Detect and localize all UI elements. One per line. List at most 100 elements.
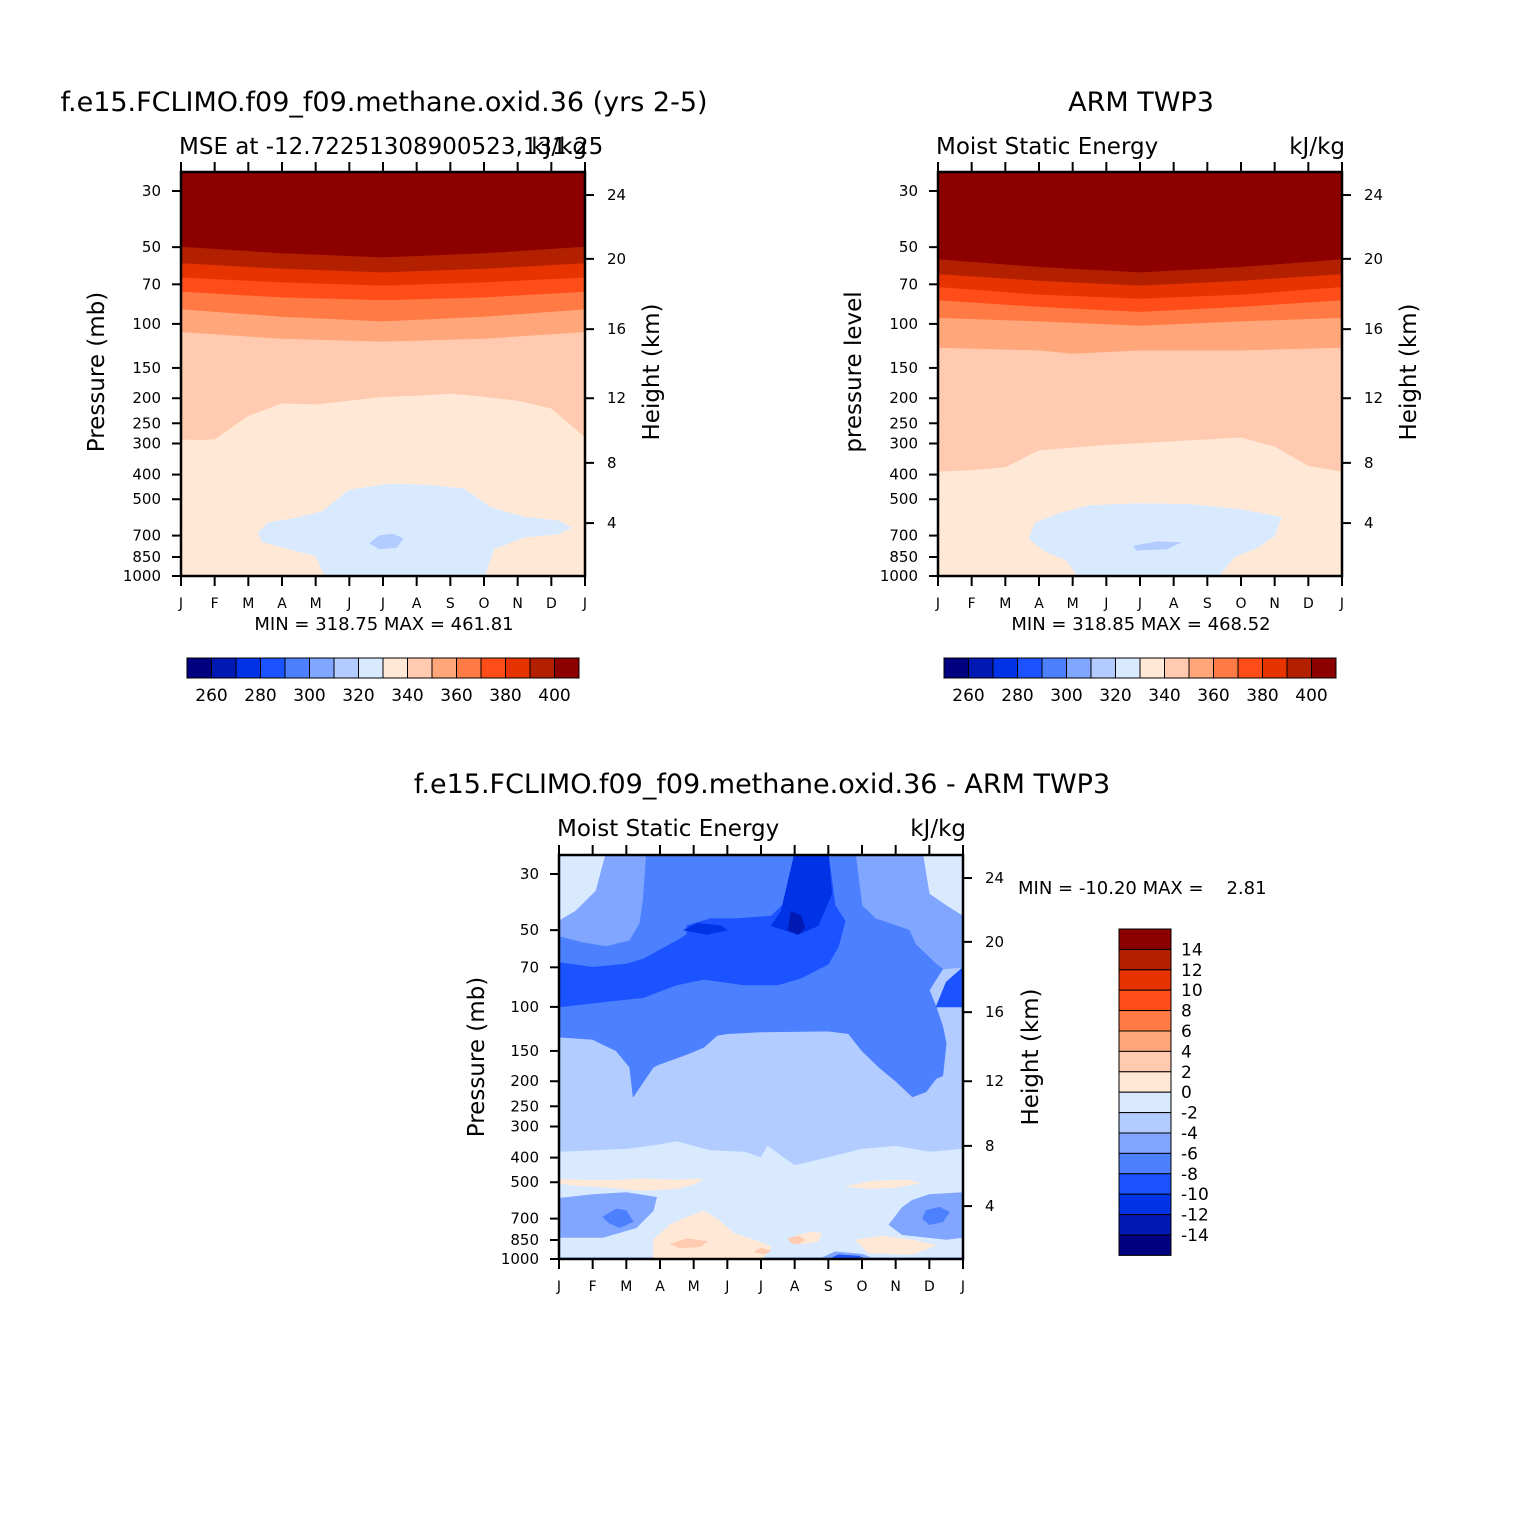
model-y-tick-label: 250 (132, 414, 161, 432)
diff-y-tick-label: 70 (520, 958, 539, 976)
model-y2-tick-label: 12 (607, 389, 626, 407)
diff-colorbar-box (1118, 1152, 1172, 1175)
obs-x-tick-label: J (1137, 596, 1142, 612)
obs-colorbar-label: 320 (1099, 686, 1131, 706)
obs-contour-region-8 (1028, 503, 1282, 576)
diff-colorbar-label: 6 (1181, 1022, 1192, 1042)
obs-y-tick-label: 50 (899, 238, 918, 256)
model-x-tick-label: M (242, 596, 254, 612)
model-colorbar-box (480, 657, 506, 679)
model-colorbar-label: 380 (489, 686, 521, 706)
model-colorbar-box (382, 657, 408, 679)
diff-x-tick-label: D (924, 1279, 935, 1295)
panel-diff-plot-area: J F M A M J J A S O N D J 30 50 70 100 150 200 250 300 400 500… (501, 845, 1004, 1295)
obs-colorbar-box (1115, 657, 1141, 679)
diff-colorbar-label: 12 (1181, 961, 1203, 981)
obs-x-tick-label: S (1203, 596, 1212, 612)
obs-y-tick-label: 400 (889, 466, 918, 484)
panel-diff-subtitle: Moist Static Energy (557, 816, 779, 842)
diff-y-tick-label: 400 (510, 1149, 539, 1167)
obs-x-tick-label: M (999, 596, 1011, 612)
panel-obs-title: ARM TWP3 (1068, 87, 1214, 118)
obs-y2-tick-label: 4 (1364, 514, 1374, 532)
model-colorbar-box (431, 657, 457, 679)
model-colorbar-label: 400 (538, 686, 570, 706)
diff-x-tick-label: M (688, 1279, 700, 1295)
obs-colorbar-box (1041, 657, 1067, 679)
obs-x-tick-label: A (1034, 596, 1044, 612)
model-y-tick-label: 700 (132, 527, 161, 545)
diff-contour-region-13 (844, 1179, 920, 1189)
diff-x-tick-label: J (556, 1279, 561, 1295)
diff-colorbar-label: 2 (1181, 1063, 1192, 1083)
diff-colorbar-label: -6 (1181, 1144, 1198, 1164)
obs-colorbar-label: 260 (952, 686, 984, 706)
diff-y2-tick-label: 24 (985, 869, 1004, 887)
model-colorbar-box (554, 657, 580, 679)
obs-x-tick-label: J (1103, 596, 1108, 612)
obs-y2-tick-label: 12 (1364, 389, 1383, 407)
panel-obs-units: kJ/kg (1289, 134, 1345, 160)
model-y-tick-label: 30 (142, 182, 161, 200)
diff-colorbar-label: -2 (1181, 1104, 1198, 1124)
model-contour-region-0 (181, 172, 585, 259)
obs-colorbar-label: 280 (1001, 686, 1033, 706)
panel-diff-units: kJ/kg (910, 816, 966, 842)
obs-y-tick-label: 500 (889, 490, 918, 508)
model-colorbar-label: 300 (293, 686, 325, 706)
diff-colorbar-box (1118, 1030, 1172, 1052)
model-x-tick-label: D (546, 596, 557, 612)
diff-y-tick-label: 200 (510, 1072, 539, 1090)
model-y-tick-label: 1000 (123, 567, 161, 585)
diff-colorbar-label: -8 (1181, 1165, 1198, 1185)
obs-colorbar-box (1188, 657, 1214, 679)
model-x-tick-label: O (478, 596, 489, 612)
obs-y-tick-label: 850 (889, 548, 918, 566)
model-colorbar-label: 280 (244, 686, 276, 706)
obs-colorbar-box (1213, 657, 1239, 679)
model-colorbar-box (211, 657, 237, 679)
obs-colorbar-label: 360 (1197, 686, 1229, 706)
obs-y-tick-label: 70 (899, 275, 918, 293)
obs-contour-region-10 (1242, 555, 1342, 576)
diff-colorbar-label: 8 (1181, 1002, 1192, 1022)
model-colorbar-box (333, 657, 359, 679)
panel-diff-title: f.e15.FCLIMO.f09_f09.methane.oxid.36 - A… (414, 769, 1110, 800)
diff-y2-tick-label: 20 (985, 933, 1004, 951)
diff-colorbar-label: -4 (1181, 1124, 1198, 1144)
obs-y2-tick-label: 16 (1364, 320, 1383, 338)
diff-contour-region-21 (669, 1238, 708, 1249)
diff-y2-tick-label: 8 (985, 1137, 995, 1155)
diff-y-tick-label: 150 (510, 1042, 539, 1060)
obs-contour-region-9 (938, 553, 1012, 576)
obs-x-tick-label: M (1067, 596, 1079, 612)
panel-model-left-axis-label: Pressure (mb) (84, 292, 110, 452)
model-contour-region-8 (258, 483, 572, 576)
diff-colorbar-label: 4 (1181, 1042, 1192, 1062)
obs-x-tick-label: J (935, 596, 940, 612)
obs-colorbar-box (992, 657, 1018, 679)
model-colorbar-box (407, 657, 433, 679)
diff-colorbar-label: 10 (1181, 981, 1203, 1001)
model-x-tick-label: A (277, 596, 287, 612)
diff-contour-region-10 (787, 910, 806, 935)
obs-y-tick-label: 30 (899, 182, 918, 200)
diff-contour-region-23 (753, 1247, 772, 1255)
diff-contour-region-9 (770, 855, 833, 935)
panel-model-plot-area: J F M A M J J A S O N D J 30 50 70 100 150 200 250 300 400 500… (123, 162, 626, 612)
obs-y2-tick-label: 8 (1364, 454, 1374, 472)
diff-y-tick-label: 500 (510, 1173, 539, 1191)
model-y-tick-label: 850 (132, 548, 161, 566)
panel-diff: f.e15.FCLIMO.f09_f09.methane.oxid.36 - A… (414, 769, 1267, 1295)
diff-x-tick-label: A (790, 1279, 800, 1295)
panel-model: f.e15.FCLIMO.f09_f09.methane.oxid.36 (yr… (60, 87, 707, 706)
diff-x-tick-label: J (960, 1279, 965, 1295)
panel-model-right-axis-label: Height (km) (639, 303, 665, 440)
panel-obs-right-axis-label: Height (km) (1396, 303, 1422, 440)
model-colorbar-box (186, 657, 212, 679)
panel-diff-left-axis-label: Pressure (mb) (464, 977, 490, 1137)
panel-model-colorbar: 260 280 300 320 340 360 380 400 (186, 657, 580, 706)
model-y-tick-label: 150 (132, 359, 161, 377)
model-colorbar-label: 340 (391, 686, 423, 706)
